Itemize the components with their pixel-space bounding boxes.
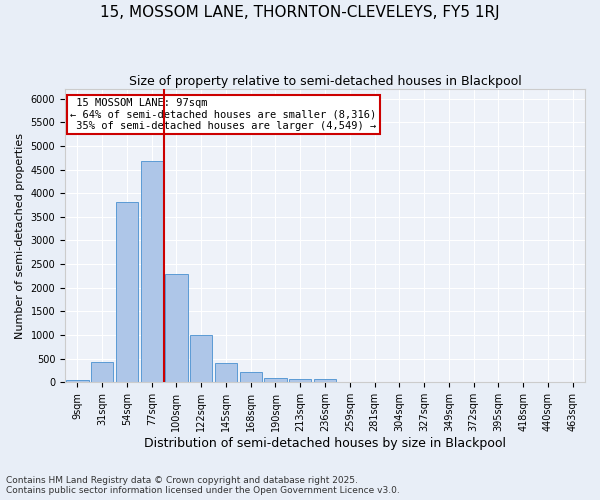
Bar [190, 335, 212, 382]
Bar [289, 379, 311, 382]
Bar [314, 379, 336, 382]
Bar [140, 161, 163, 382]
Bar [215, 363, 237, 382]
Text: 15, MOSSOM LANE, THORNTON-CLEVELEYS, FY5 1RJ: 15, MOSSOM LANE, THORNTON-CLEVELEYS, FY5… [100, 5, 500, 20]
Bar [91, 362, 113, 382]
Title: Size of property relative to semi-detached houses in Blackpool: Size of property relative to semi-detach… [128, 75, 521, 88]
X-axis label: Distribution of semi-detached houses by size in Blackpool: Distribution of semi-detached houses by … [144, 437, 506, 450]
Bar [66, 380, 89, 382]
Y-axis label: Number of semi-detached properties: Number of semi-detached properties [15, 133, 25, 339]
Bar [239, 372, 262, 382]
Bar [166, 274, 188, 382]
Bar [265, 378, 287, 382]
Text: Contains HM Land Registry data © Crown copyright and database right 2025.
Contai: Contains HM Land Registry data © Crown c… [6, 476, 400, 495]
Bar [116, 202, 138, 382]
Text: 15 MOSSOM LANE: 97sqm
← 64% of semi-detached houses are smaller (8,316)
 35% of : 15 MOSSOM LANE: 97sqm ← 64% of semi-deta… [70, 98, 376, 131]
